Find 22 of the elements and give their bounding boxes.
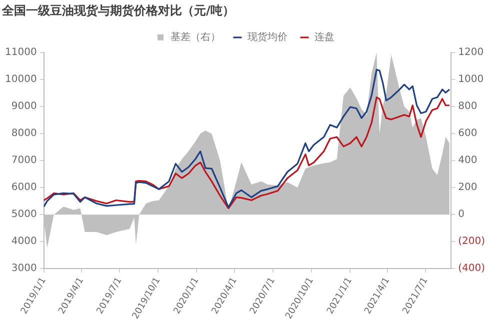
y-tick-label: 3000 <box>11 263 37 274</box>
legend-label: 基差（右） <box>170 30 220 43</box>
y-tick-label: 6000 <box>11 182 37 194</box>
y2-tick-label: (200) <box>458 236 486 248</box>
y2-tick-label: (400) <box>458 263 486 274</box>
y2-tick-label: 1000 <box>458 74 484 86</box>
y-tick-label: 9000 <box>11 101 37 112</box>
y2-tick-label: 800 <box>458 101 478 112</box>
chart-title: 全国一级豆油现货与期货价格对比（元/吨） <box>1 3 234 18</box>
legend-label: 现货均价 <box>248 30 288 43</box>
y2-tick-label: 1200 <box>458 46 484 58</box>
y2-tick-label: 400 <box>458 155 478 166</box>
y-tick-label: 11000 <box>5 46 37 58</box>
y-tick-label: 7000 <box>11 155 37 166</box>
y2-tick-label: 0 <box>458 209 464 220</box>
y2-tick-label: 600 <box>458 128 478 140</box>
legend-label: 连盘 <box>314 30 334 43</box>
y2-tick-label: 200 <box>458 182 478 194</box>
y-tick-label: 5000 <box>11 209 37 220</box>
y-tick-label: 4000 <box>11 236 37 248</box>
y-tick-label: 10000 <box>5 74 37 86</box>
y-tick-label: 8000 <box>11 128 37 140</box>
